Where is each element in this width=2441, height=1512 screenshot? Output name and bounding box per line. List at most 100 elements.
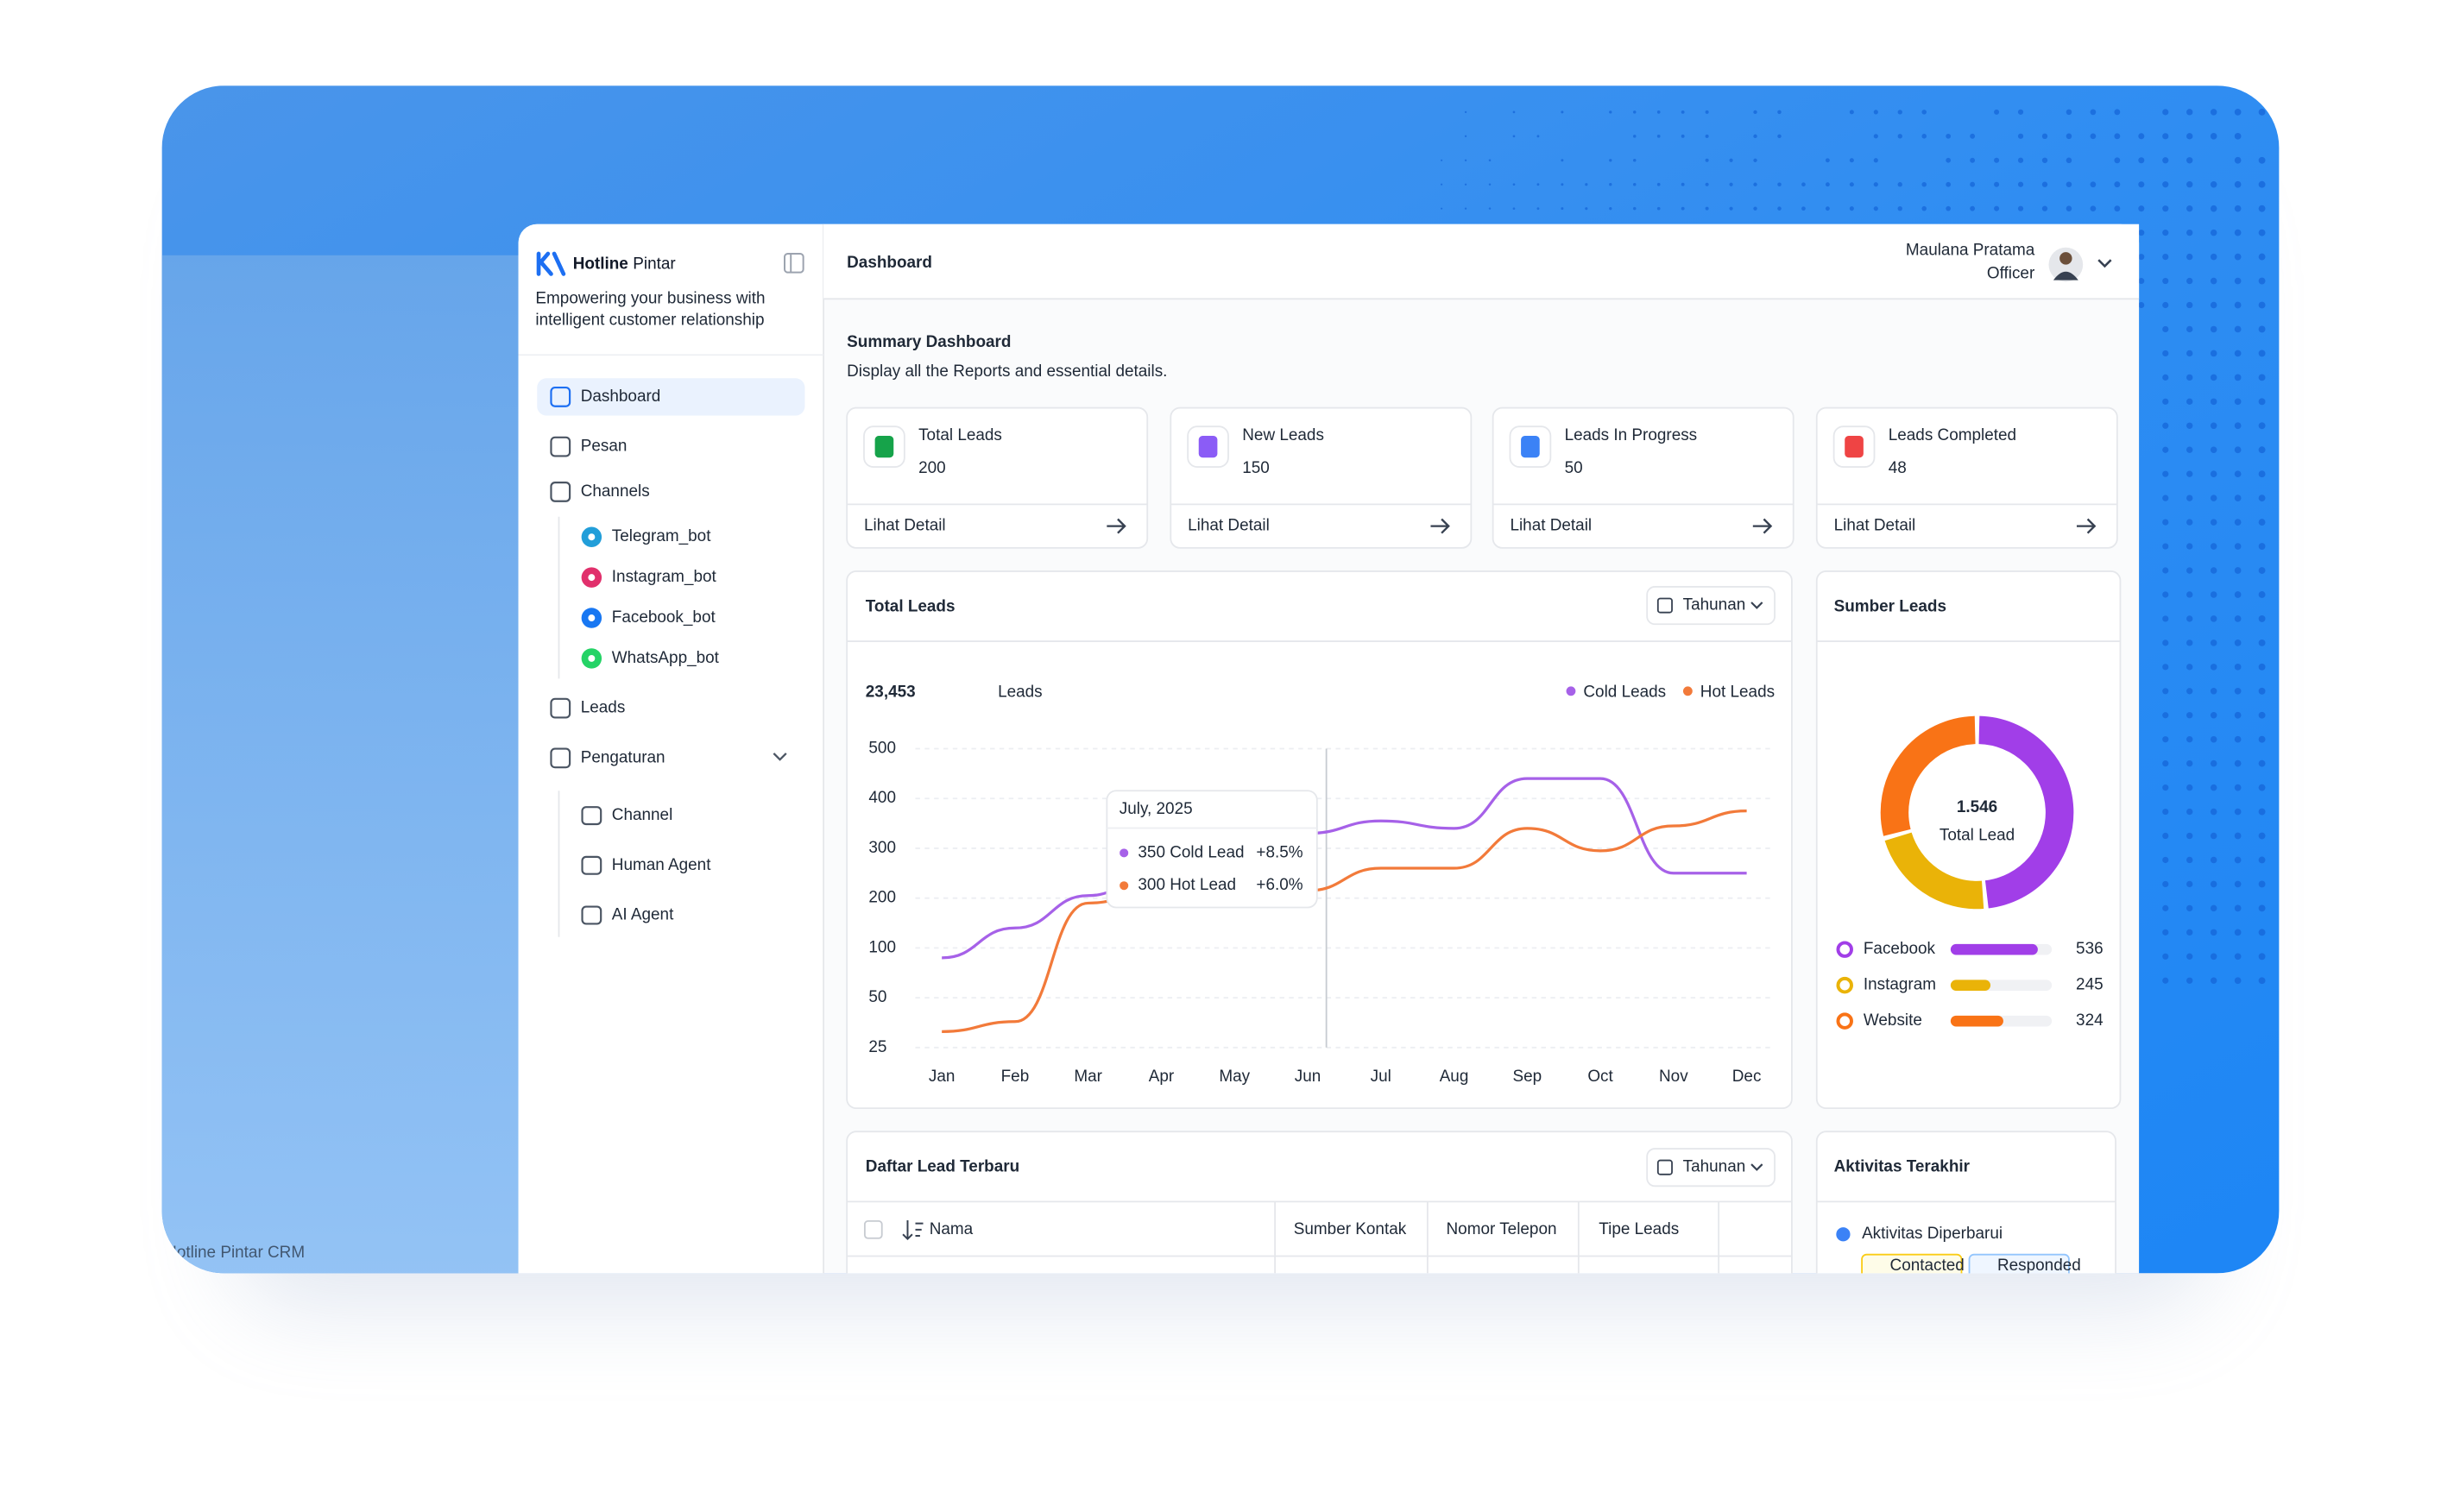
dot [2211, 736, 2217, 743]
dot [2235, 760, 2242, 767]
dot [2211, 567, 2217, 574]
channel-item[interactable]: Telegram_bot [612, 527, 711, 545]
x-tick-label: Oct [1587, 1068, 1613, 1086]
channel-item[interactable]: WhatsApp_bot [612, 649, 720, 667]
channel-icon-glyph [588, 574, 595, 581]
dot [2259, 519, 2266, 526]
dot [2211, 712, 2217, 719]
dot [2235, 470, 2242, 477]
dot [2211, 881, 2217, 888]
dot [2235, 181, 2242, 188]
settings-item[interactable]: Channel [612, 806, 673, 824]
dot [1850, 158, 1854, 162]
menu-item[interactable]: Dashboard [581, 387, 661, 406]
dot [2235, 519, 2242, 526]
dot [2162, 615, 2168, 621]
card-link[interactable]: Lihat Detail [864, 517, 946, 535]
dot [1706, 110, 1709, 114]
summary-title: Summary Dashboard [847, 333, 1011, 351]
dot [1898, 110, 1902, 114]
dot [2018, 206, 2023, 211]
dot [2259, 422, 2266, 429]
settings-item[interactable]: AI Agent [612, 906, 674, 924]
dot [1537, 183, 1540, 186]
dot [1609, 207, 1612, 210]
dot [2162, 712, 2168, 718]
dot [1777, 110, 1782, 115]
dot [1801, 206, 1806, 211]
dot [2211, 423, 2217, 430]
dot [2091, 205, 2097, 211]
settings-item[interactable]: Human Agent [612, 856, 711, 874]
dot [2259, 977, 2266, 984]
column-header: Sumber Kontak [1294, 1220, 1407, 1238]
dot [1970, 134, 1975, 139]
dot [2162, 133, 2168, 139]
legend-dot [1567, 686, 1576, 696]
dot [2186, 471, 2192, 477]
menu-item[interactable]: Leads [581, 699, 626, 717]
dot [2211, 784, 2217, 791]
dot [2259, 326, 2266, 333]
dot [1777, 135, 1782, 139]
menu-item[interactable]: Channels [581, 482, 650, 501]
card-value: 50 [1565, 459, 1583, 477]
dot [2259, 205, 2266, 212]
dot [2235, 905, 2242, 912]
dot [2091, 133, 2097, 139]
card-link[interactable]: Lihat Detail [1188, 517, 1270, 535]
legend-value: 536 [2076, 940, 2104, 958]
dot [2162, 809, 2168, 815]
dot [2235, 567, 2242, 574]
dot [1850, 206, 1854, 211]
dot [1753, 159, 1757, 162]
ghost-app [162, 255, 536, 1282]
card-link[interactable]: Lihat Detail [1510, 517, 1592, 535]
dot [2138, 278, 2144, 284]
dot [2186, 519, 2192, 525]
dot [2235, 591, 2242, 598]
table-title: Daftar Lead Terbaru [866, 1158, 1019, 1176]
dot [2211, 230, 2217, 236]
card-icon [875, 436, 894, 457]
dot [1609, 110, 1612, 113]
dot [1777, 206, 1782, 211]
dropdown-label: Tahunan [1683, 596, 1746, 614]
menu-item[interactable]: Pesan [581, 438, 628, 456]
dot [2114, 181, 2120, 187]
dot [2211, 278, 2217, 285]
legend-label: Website [1864, 1011, 1922, 1030]
card-value: 48 [1889, 459, 1907, 477]
card-link[interactable]: Lihat Detail [1834, 517, 1916, 535]
dot [2162, 664, 2168, 670]
channel-icon-glyph [588, 614, 595, 621]
dot [1706, 159, 1709, 162]
activity-title: Aktivitas Terakhir [1834, 1158, 1971, 1176]
dot [2211, 543, 2217, 550]
dot [2211, 350, 2217, 357]
dot [1946, 158, 1951, 163]
dot [1513, 207, 1516, 210]
menu-item[interactable]: Pengaturan [581, 748, 665, 766]
tooltip-item: 350 Cold Lead [1138, 843, 1244, 861]
dot [2235, 543, 2242, 550]
dot [2114, 157, 2120, 163]
dot [1441, 208, 1442, 210]
dot [1753, 135, 1757, 138]
dot [1970, 158, 1975, 163]
card [847, 571, 1792, 1108]
dot [1850, 182, 1854, 186]
dot [2259, 639, 2266, 646]
dot [1898, 182, 1902, 186]
avatar-head [2059, 252, 2072, 264]
x-tick-label: Sep [1512, 1068, 1542, 1086]
dot [2186, 205, 2192, 211]
channel-item[interactable]: Instagram_bot [612, 568, 717, 586]
checkbox[interactable] [865, 1221, 882, 1238]
dot [1874, 134, 1878, 138]
dot [2186, 760, 2192, 766]
channel-item[interactable]: Facebook_bot [612, 608, 716, 627]
dot [1898, 134, 1902, 138]
dot [1465, 184, 1466, 186]
dot [2162, 736, 2168, 742]
